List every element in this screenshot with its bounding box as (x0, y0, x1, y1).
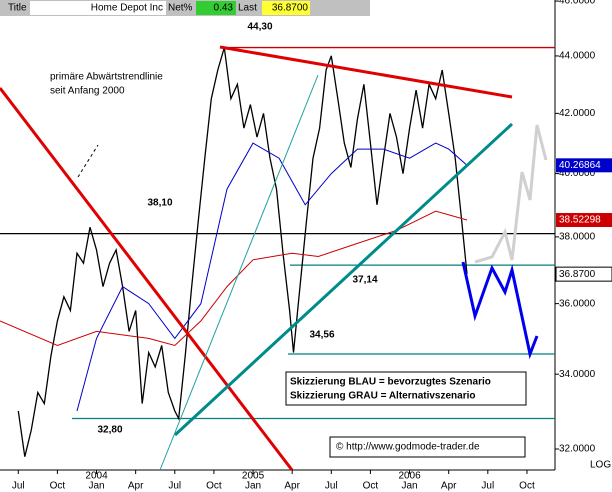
x-tick-label: Apr (441, 481, 457, 492)
price-marker-label: 36.8700 (559, 269, 596, 280)
header-text: Last (238, 3, 257, 14)
header-text: Home Depot Inc (91, 3, 163, 14)
x-tick-label: Jul (168, 481, 181, 492)
level-label: 44,30 (247, 22, 272, 33)
header-cell (196, 1, 236, 15)
trend-line (0, 87, 294, 471)
y-tick-label: 44.0000 (559, 51, 596, 62)
x-tick-label: Jul (12, 481, 25, 492)
x-tick-label: Apr (128, 481, 144, 492)
y-tick-label: 40.0000 (559, 168, 596, 179)
scenario-grey (474, 124, 548, 264)
y-tick-label: 42.0000 (559, 108, 596, 119)
header-text: Title (8, 3, 27, 14)
header: Title Home Depot Inc Net% 0.43 Last 36.8… (0, 0, 370, 16)
y-tick-label: 32.0000 (559, 444, 596, 455)
annotation: primäre Abwärtstrendlinie (50, 72, 163, 83)
header-cell (262, 1, 310, 15)
scale-label: LOG (590, 460, 611, 471)
header-text: Net% (168, 3, 193, 14)
y-tick-label: 36.0000 (559, 298, 596, 309)
price-marker (556, 213, 612, 228)
level-label: 32,80 (97, 425, 122, 436)
year-label: 2004 (85, 471, 108, 482)
header-cell (30, 1, 166, 15)
note-box (285, 371, 527, 406)
y-tick-label: 34.0000 (559, 369, 596, 380)
drawings (0, 45, 548, 471)
x-tick-label: Apr (284, 481, 300, 492)
source: © http://www.godmode-trader.de (336, 442, 480, 453)
price-marker-label: 38.52298 (559, 215, 601, 226)
x-tick-label: Jan (88, 481, 104, 492)
x-tick-label: Jul (325, 481, 338, 492)
annotation: Skizzierung BLAU = bevorzugtes Szenario (290, 377, 491, 388)
year-label: 2006 (398, 471, 421, 482)
x-tick-label: Oct (50, 481, 66, 492)
level-label: 37,14 (352, 275, 377, 286)
year-label: 2005 (242, 471, 265, 482)
price-line (76, 142, 468, 412)
x-tick-label: Oct (206, 481, 222, 492)
header-text: 0.43 (214, 3, 234, 14)
trend-line (77, 144, 99, 178)
x-tick-label: Jan (245, 481, 261, 492)
scenario-blue (461, 261, 539, 360)
trend-line (219, 45, 513, 99)
x-tick-label: Jul (481, 481, 494, 492)
price-line (17, 47, 468, 457)
x-tick-label: Jan (402, 481, 418, 492)
y-tick-label: 38.0000 (559, 232, 596, 243)
level-label: 38,10 (147, 198, 172, 209)
annotation: Skizzierung GRAU = Alternativszenario (290, 391, 476, 402)
source-box (329, 436, 526, 458)
level-label: 34,56 (309, 330, 334, 341)
header-text: 36.8700 (272, 3, 309, 14)
price-line (0, 210, 468, 347)
x-tick-label: Oct (519, 481, 535, 492)
trend-line (173, 122, 514, 437)
trend-line (159, 74, 319, 471)
x-tick-label: Oct (363, 481, 379, 492)
y-tick-label: 46.0000 (559, 0, 596, 7)
price-marker (555, 266, 612, 282)
price-marker (556, 158, 612, 173)
price-marker-label: 40.26864 (559, 160, 601, 171)
annotation: seit Anfang 2000 (50, 86, 125, 97)
